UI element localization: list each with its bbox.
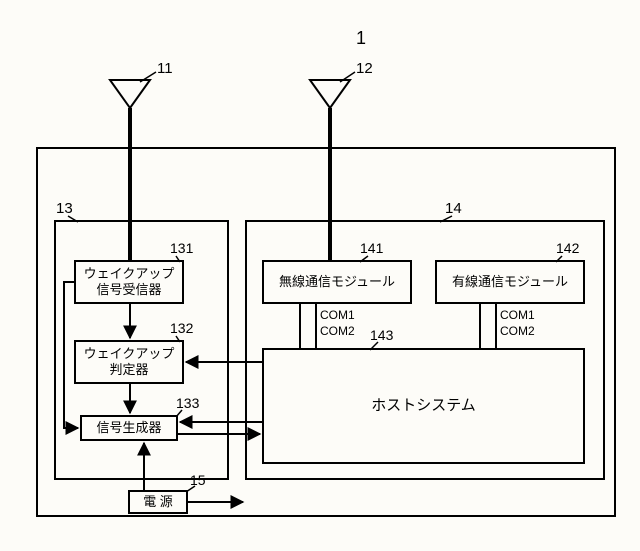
signal-generator-label: 信号生成器: [96, 420, 161, 436]
signal-generator-box: 信号生成器: [80, 415, 178, 441]
wakeup-receiver-label-2: 信号受信器: [84, 282, 175, 298]
power-label: 電 源: [143, 494, 173, 510]
wakeup-judge-label-1: ウェイクアップ: [84, 346, 175, 362]
wireless-module-box: 無線通信モジュール: [262, 260, 412, 304]
ref-num-12: 12: [356, 60, 373, 77]
host-system-label: ホストシステム: [371, 397, 476, 415]
diagram-canvas: 1 11 12 13 14 131 141 142 132 143 133 15…: [0, 0, 640, 551]
wakeup-judge-box: ウェイクアップ 判定器: [74, 340, 184, 384]
fig-number-1: 1: [356, 28, 366, 49]
ref-num-11: 11: [157, 60, 173, 77]
wireless-module-label: 無線通信モジュール: [279, 274, 395, 290]
wakeup-receiver-box: ウェイクアップ 信号受信器: [74, 260, 184, 304]
wired-module-box: 有線通信モジュール: [435, 260, 585, 304]
wakeup-receiver-label-1: ウェイクアップ: [84, 266, 175, 282]
power-box: 電 源: [128, 490, 188, 514]
wakeup-judge-label-2: 判定器: [84, 362, 175, 378]
host-system-box: ホストシステム: [262, 348, 585, 464]
wired-module-label: 有線通信モジュール: [452, 274, 568, 290]
